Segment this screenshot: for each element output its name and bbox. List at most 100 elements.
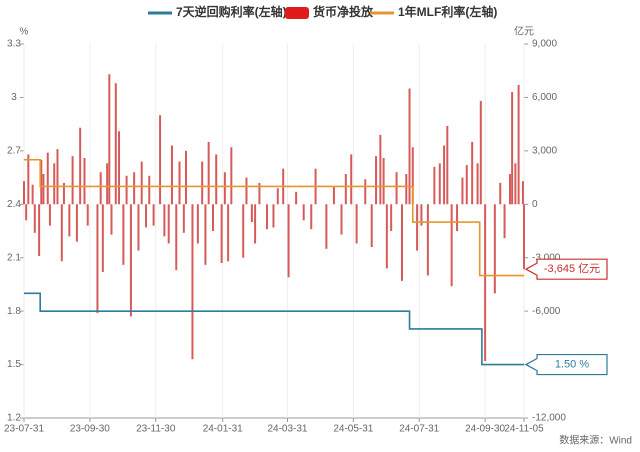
bar — [405, 174, 408, 205]
bar — [443, 145, 446, 205]
bar — [196, 204, 199, 244]
bar — [48, 204, 51, 226]
bar — [400, 204, 403, 281]
y2-tick-label: -6,000 — [532, 306, 561, 317]
legend-swatch — [285, 7, 309, 19]
bar — [411, 147, 414, 205]
bar — [340, 204, 343, 235]
bar — [133, 172, 136, 205]
y-tick-label: 2.4 — [7, 199, 21, 210]
y-tick-label: 2.1 — [7, 252, 21, 263]
bar — [145, 204, 148, 228]
x-tick-label: 24-11-05 — [504, 424, 544, 435]
step-line — [24, 158, 524, 277]
bar — [302, 204, 305, 221]
bar — [230, 147, 233, 205]
bar — [465, 165, 468, 205]
bar — [110, 204, 113, 235]
bar — [514, 163, 517, 205]
callout-label: 1.50 % — [555, 358, 589, 370]
bar — [101, 204, 104, 272]
bar — [71, 156, 74, 205]
bar — [382, 157, 385, 205]
bar — [137, 204, 140, 251]
bar — [344, 174, 347, 205]
bar — [215, 154, 218, 205]
bar — [310, 204, 313, 230]
y-tick-label: 1.2 — [7, 413, 21, 424]
bar — [433, 166, 436, 205]
bar — [56, 149, 59, 205]
bar — [272, 204, 275, 228]
bar — [27, 154, 30, 205]
y2-tick-label: -3,000 — [532, 252, 561, 263]
bar — [511, 92, 514, 205]
bar — [122, 204, 125, 265]
bar — [450, 204, 453, 287]
callout-label: -3,645 亿元 — [544, 262, 600, 275]
bar — [420, 204, 423, 226]
bar — [375, 156, 378, 205]
bar — [178, 161, 181, 205]
bar — [33, 204, 36, 233]
bar — [23, 181, 25, 205]
bar — [148, 175, 151, 205]
bar — [159, 115, 162, 205]
bar — [461, 177, 464, 205]
y2-tick-label: 6,000 — [532, 92, 557, 103]
bar — [517, 84, 520, 205]
bar — [182, 204, 185, 233]
x-tick-label: 24-05-31 — [333, 424, 373, 435]
bar — [287, 204, 290, 278]
y-tick-label: 3 — [11, 92, 17, 103]
bar — [385, 204, 388, 269]
bar — [68, 204, 71, 237]
y2-tick-label: 9,000 — [532, 39, 557, 50]
y-tick-label: 1.8 — [7, 306, 21, 317]
bar — [125, 175, 128, 205]
bar — [350, 154, 353, 205]
bar — [40, 159, 43, 205]
bar — [129, 204, 132, 317]
bar — [227, 204, 230, 262]
bar — [379, 134, 382, 205]
bar — [42, 174, 45, 205]
left-unit: % — [20, 27, 29, 38]
bar — [191, 204, 194, 360]
bar — [295, 191, 298, 205]
bar — [355, 204, 358, 244]
bar — [479, 100, 482, 205]
x-tick-label: 23-09-30 — [70, 424, 110, 435]
callout-box — [524, 353, 608, 376]
bar — [254, 204, 257, 244]
bar — [83, 157, 86, 205]
callout-box — [524, 258, 608, 280]
bar — [426, 204, 429, 276]
bar — [75, 204, 78, 242]
y-tick-label: 2.7 — [7, 145, 21, 156]
bar — [523, 204, 525, 270]
source: 数据来源：Wind — [559, 434, 632, 447]
bar — [521, 181, 524, 205]
bar — [220, 204, 223, 264]
bar — [96, 204, 99, 313]
bar — [242, 204, 245, 258]
bar — [140, 161, 143, 205]
bar — [503, 204, 506, 239]
x-tick-label: 23-07-31 — [4, 424, 44, 435]
bar — [53, 163, 56, 205]
bar — [476, 163, 479, 205]
bar — [31, 184, 34, 205]
bar — [175, 204, 178, 271]
bar — [325, 204, 328, 249]
bar — [118, 131, 121, 205]
bar — [163, 204, 166, 237]
bar — [364, 179, 367, 205]
x-tick-label: 24-01-31 — [203, 424, 243, 435]
bar — [471, 141, 474, 205]
legend-label: 7天逆回购利率(左轴) — [176, 4, 287, 19]
bar — [207, 141, 210, 205]
bar — [395, 172, 398, 205]
x-tick-label: 24-07-31 — [399, 424, 439, 435]
bar — [201, 161, 204, 205]
